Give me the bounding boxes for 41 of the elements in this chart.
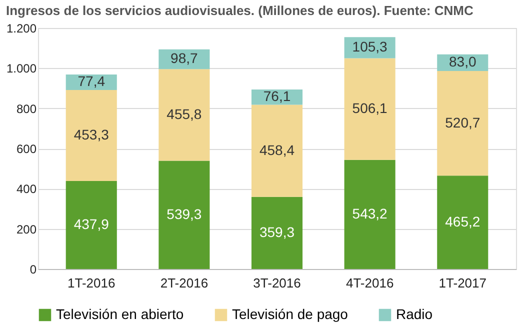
y-tick-label: 400	[16, 182, 37, 196]
y-tick-label: 0	[30, 262, 37, 276]
data-label: 76,1	[263, 88, 291, 104]
data-label: 453,3	[74, 126, 110, 143]
data-label: 455,8	[166, 106, 202, 122]
x-tick-label: 2T-2016	[160, 276, 208, 290]
x-tick-label: 4T-2016	[346, 276, 394, 290]
data-label: 520,7	[445, 114, 480, 130]
bar	[66, 90, 117, 182]
data-label: 437,9	[74, 216, 110, 232]
data-label: 83,0	[449, 54, 476, 70]
bar	[344, 58, 396, 160]
data-label: 543,2	[352, 205, 388, 222]
data-label: 539,3	[166, 206, 202, 222]
legend-label: Televisión de pago	[232, 306, 348, 322]
bar	[158, 69, 210, 161]
bar	[251, 104, 303, 197]
y-tick-label: 200	[16, 222, 37, 236]
legend-label: Radio	[396, 306, 433, 322]
x-tick-label: 1T-2017	[438, 276, 486, 290]
bar	[251, 196, 303, 269]
data-label: 77,4	[78, 73, 106, 90]
data-label: 458,4	[259, 142, 295, 158]
x-tick-label: 1T-2016	[68, 276, 116, 290]
bar	[437, 176, 488, 269]
chart-title: Ingresos de los servicios audiovisuales. (Millones de euros). Fuente: CNMC	[6, 3, 474, 18]
y-tick-label: 1.200	[6, 22, 37, 36]
data-label: 98,7	[170, 50, 198, 66]
x-tick-label: 3T-2016	[253, 276, 301, 290]
y-tick-label: 1.000	[6, 62, 37, 76]
data-label: 359,3	[259, 224, 295, 240]
bar	[66, 181, 117, 269]
bar	[437, 71, 488, 176]
bar	[158, 160, 210, 269]
legend-label: Televisión en abierto	[56, 306, 184, 322]
y-tick-label: 800	[16, 102, 37, 116]
y-tick-label: 600	[16, 142, 37, 156]
data-label: 506,1	[352, 100, 388, 116]
data-label: 105,3	[352, 38, 388, 55]
data-label: 465,2	[445, 213, 480, 230]
bar	[344, 160, 396, 269]
